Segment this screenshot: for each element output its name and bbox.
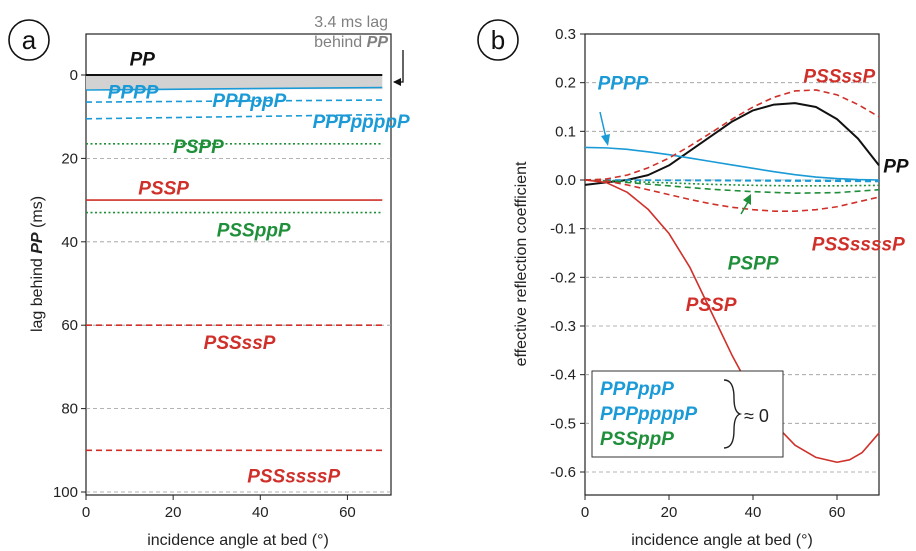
panel-a-series <box>85 74 383 452</box>
legend-item-PPPppP: PPPppP <box>600 379 674 400</box>
x-tick-label: 20 <box>165 504 182 521</box>
y-tick-label: -0.4 <box>550 367 576 384</box>
series-line-PSPP <box>584 179 880 194</box>
series-label-PSPP: PSPP <box>173 137 224 158</box>
series-line-PPPppP <box>584 179 880 183</box>
x-tick-label: 0 <box>581 504 589 521</box>
series-label-PPPppP: PPPppP <box>212 91 286 112</box>
panel-a-xlabel: incidence angle at bed (°) <box>147 532 329 549</box>
pspp-arrow-head <box>743 194 751 205</box>
y-tick-label: -0.5 <box>550 415 576 432</box>
legend-item-PPPppppP: PPPppppP <box>600 404 697 425</box>
legend: PPPppP PPPppppP PSSppP <box>600 379 697 450</box>
series-line-PPPP <box>584 146 880 181</box>
annotation-line1: 3.4 ms lag <box>314 14 388 31</box>
y-tick-label: 0.2 <box>555 75 576 92</box>
y-tick-label: -0.2 <box>550 269 576 286</box>
x-tick-label: 40 <box>745 504 762 521</box>
y-tick-label: 40 <box>61 234 78 251</box>
panel-b-ylabel: effective reflection coefficient <box>513 161 530 366</box>
panel-b-letter-circle <box>477 19 519 61</box>
panel-a-ylabel: lag behind PP (ms) <box>29 196 46 332</box>
series-label-PSSssP: PSSssP <box>803 66 875 87</box>
legend-brace <box>723 379 743 449</box>
series-label-PSPP: PSPP <box>728 254 779 275</box>
series-label-PSSP: PSSP <box>686 295 737 316</box>
y-tick-label: 100 <box>53 484 78 501</box>
annotation-arrow-line <box>394 50 404 83</box>
y-tick-label: 0.1 <box>555 123 576 140</box>
y-tick-label: 0.0 <box>555 172 576 189</box>
panel-a-letter-circle <box>8 19 50 61</box>
y-tick-label: -0.3 <box>550 318 576 335</box>
legend-note: ≈ 0 <box>744 406 769 426</box>
series-line-PSSssP <box>584 89 880 181</box>
y-tick-label: 80 <box>61 401 78 418</box>
y-tick-label: 0 <box>70 67 78 84</box>
legend-item-PSSppP: PSSppP <box>600 429 674 450</box>
series-label-PSSssssP: PSSssssP <box>812 234 905 255</box>
panel-b-letter: b <box>491 25 505 55</box>
pppp-arrow-line <box>599 111 607 139</box>
x-tick-label: 0 <box>82 504 90 521</box>
panel-a-plot-frame <box>85 33 392 496</box>
annotation-arrow-head <box>393 78 401 86</box>
series-label-PSSssP: PSSssP <box>204 333 276 354</box>
panel-b-labels: PPPP PSSssP PP PSPP PSSssssP PSSP <box>598 66 909 316</box>
series-label-PPPP: PPPP <box>108 83 159 104</box>
panel-b: b 0.3 0.2 0.1 0.0 -0.1 -0.2 -0.3 -0.4 -0.5 -0.6 0 2… <box>477 19 909 549</box>
series-label-PSSssssP: PSSssssP <box>247 466 340 487</box>
series-label-PSSppP: PSSppP <box>217 220 291 241</box>
series-label-PP: PP <box>130 49 156 70</box>
panel-b-xlabel: incidence angle at bed (°) <box>631 532 813 549</box>
annotation-line2: behind PP <box>314 34 388 51</box>
series-line-PPPP <box>85 86 383 91</box>
x-tick-label: 20 <box>661 504 678 521</box>
pspp-arrow-line <box>740 201 749 215</box>
panel-b-ticks: 0.3 0.2 0.1 0.0 -0.1 -0.2 -0.3 -0.4 -0.5 -0.6 0 20 4… <box>550 26 845 521</box>
x-tick-label: 40 <box>252 504 269 521</box>
series-line-PP <box>584 102 880 186</box>
y-tick-label: -0.6 <box>550 464 576 481</box>
series-label-PSSP: PSSP <box>138 179 189 200</box>
series-label-PP: PP <box>883 156 909 177</box>
series-label-PPPppppP: PPPppppP <box>313 112 410 133</box>
pppp-arrow-head <box>601 134 610 146</box>
legend-box <box>591 370 784 458</box>
y-tick-label: 20 <box>61 150 78 167</box>
x-tick-label: 60 <box>339 504 356 521</box>
lag-band <box>86 75 383 90</box>
y-tick-label: 0.3 <box>555 26 576 43</box>
x-tick-label: 60 <box>829 504 846 521</box>
panel-a-letter: a <box>22 25 37 55</box>
y-tick-label: 60 <box>61 317 78 334</box>
series-label-PPPP: PPPP <box>598 74 649 95</box>
y-tick-label: -0.1 <box>550 221 576 238</box>
